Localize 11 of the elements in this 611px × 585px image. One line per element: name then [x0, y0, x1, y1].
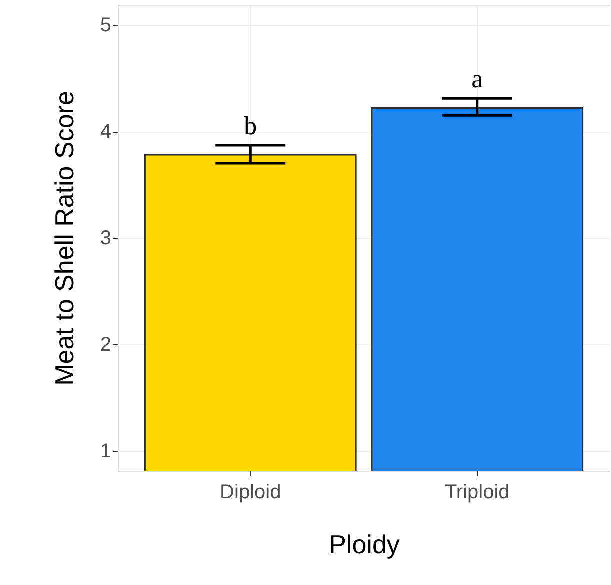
y-axis-title: Meat to Shell Ratio Score — [49, 91, 80, 386]
y-tick-label: 3 — [100, 228, 112, 250]
y-tick-label: 2 — [100, 334, 112, 356]
y-tick-label: 4 — [100, 121, 112, 144]
annotation: b — [244, 111, 258, 140]
x-tick-label: Diploid — [220, 482, 282, 504]
x-axis-title: Ploidy — [329, 530, 400, 560]
annotation: a — [472, 64, 484, 94]
y-tick-label: 5 — [100, 14, 112, 37]
x-tick-label: Triploid — [444, 482, 510, 504]
y-tick-label: 1 — [100, 440, 112, 462]
